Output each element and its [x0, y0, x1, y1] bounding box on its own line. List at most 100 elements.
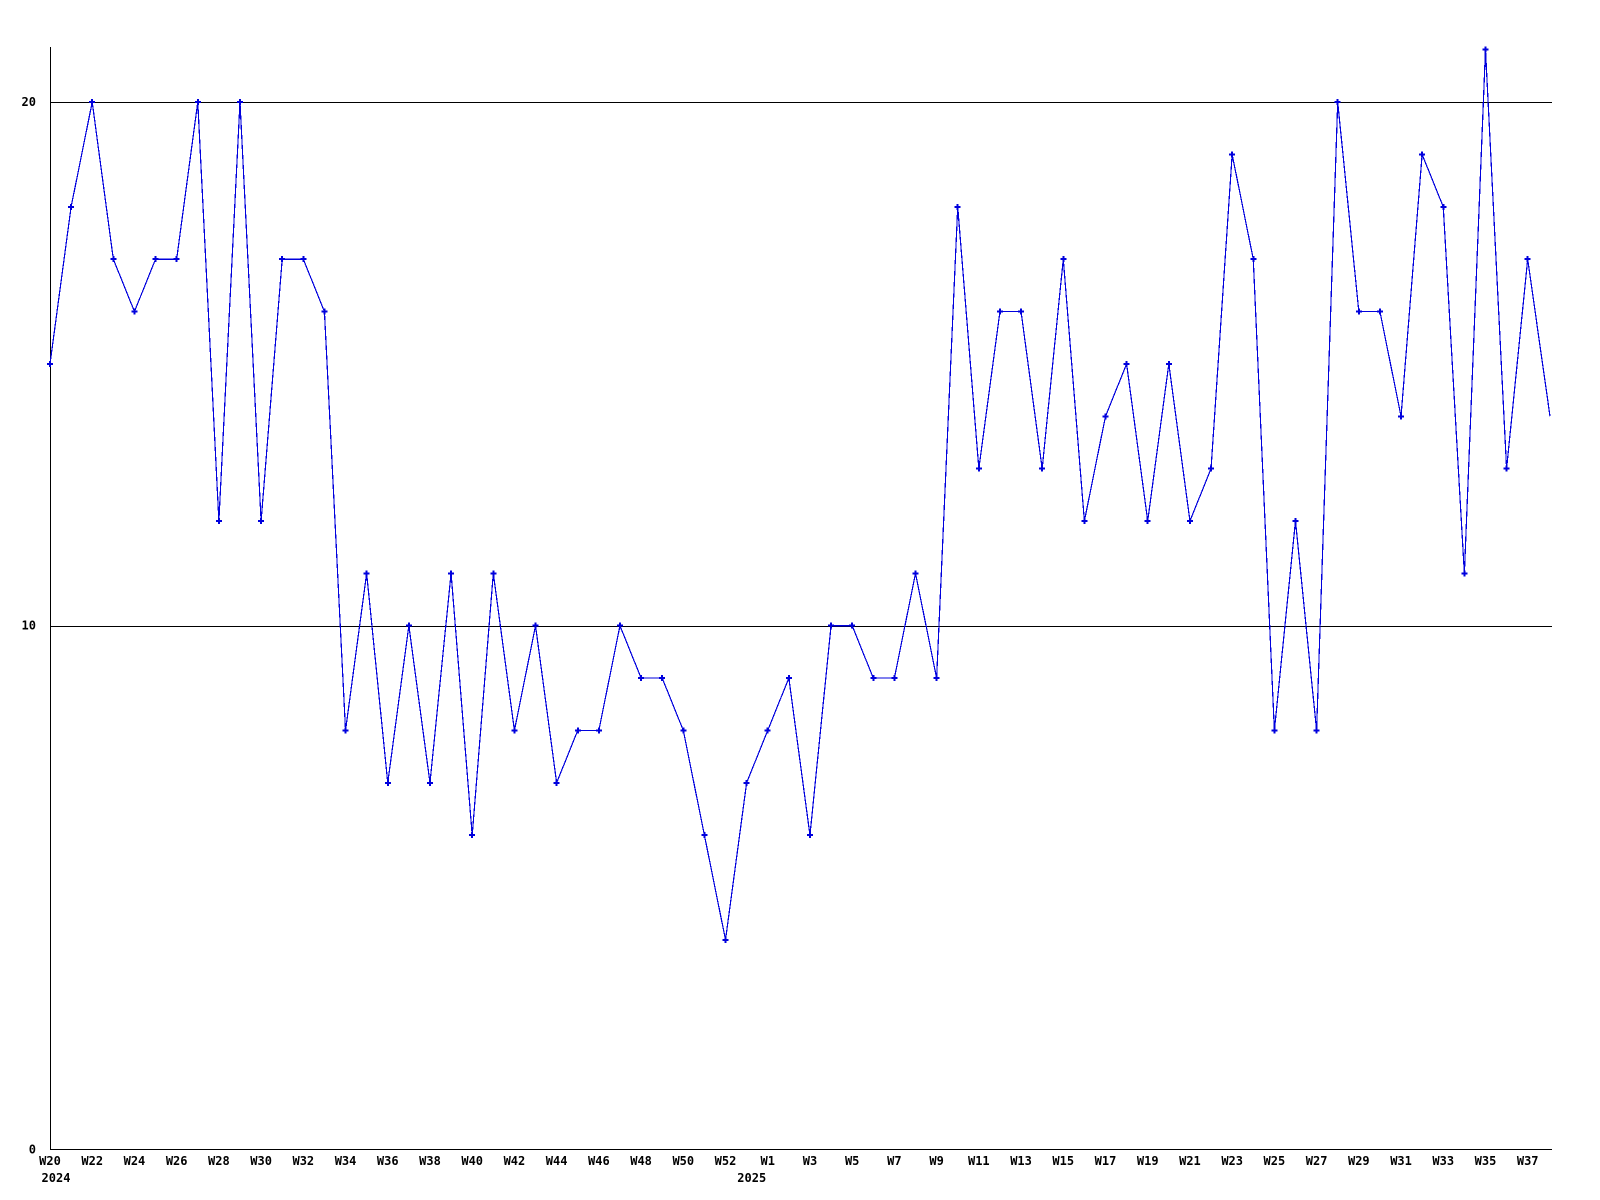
x-tick-label-W44: W44: [546, 1154, 568, 1168]
x-tick-label-W11: W11: [968, 1154, 990, 1168]
marker-2025-W30: [1376, 308, 1383, 315]
marker-2024-W29: [236, 99, 243, 106]
marker-2024-W53: [743, 779, 750, 786]
marker-2025-W33: [1440, 203, 1447, 210]
marker-2024-W24: [131, 308, 138, 315]
marker-2025-W15: [1060, 256, 1067, 263]
x-tick-label-W46: W46: [588, 1154, 610, 1168]
marker-2024-W38: [426, 779, 433, 786]
marker-2025-W27: [1313, 727, 1320, 734]
data-line: [49, 49, 1551, 940]
marker-2025-W16: [1081, 517, 1088, 524]
marker-2024-W49: [659, 675, 666, 682]
marker-2025-W20: [1165, 360, 1172, 367]
x-tick-label-W29: W29: [1348, 1154, 1370, 1168]
marker-2024-W22: [89, 99, 96, 106]
y-axis-labels: 0 10 20: [22, 95, 36, 1156]
marker-2025-W31: [1398, 413, 1405, 420]
marker-2025-W7: [891, 675, 898, 682]
x-tick-label-W33: W33: [1432, 1154, 1454, 1168]
marker-2025-W4: [828, 622, 835, 629]
marker-2024-W34: [342, 727, 349, 734]
marker-2024-W21: [68, 203, 75, 210]
marker-2025-W26: [1292, 517, 1299, 524]
marker-2024-W33: [321, 308, 328, 315]
data-point-markers: [47, 46, 1531, 943]
marker-2025-W35: [1482, 46, 1489, 53]
x-tick-label-W25: W25: [1264, 1154, 1286, 1168]
marker-2024-W51: [701, 832, 708, 839]
marker-2025-W21: [1186, 517, 1193, 524]
x-tick-label-W26: W26: [166, 1154, 188, 1168]
x-tick-label-W35: W35: [1475, 1154, 1497, 1168]
x-tick-label-W22: W22: [81, 1154, 103, 1168]
x-tick-label-W52: W52: [715, 1154, 737, 1168]
marker-2024-W25: [152, 256, 159, 263]
marker-2025-W6: [870, 675, 877, 682]
marker-2024-W43: [532, 622, 539, 629]
marker-2024-W20: [47, 360, 53, 367]
marker-2024-W46: [595, 727, 602, 734]
x-tick-label-W32: W32: [292, 1154, 314, 1168]
x-tick-label-W31: W31: [1390, 1154, 1412, 1168]
marker-2025-W19: [1144, 517, 1151, 524]
marker-2024-W27: [194, 99, 201, 106]
year-label-2024: 2024: [42, 1171, 71, 1185]
marker-2024-W31: [279, 256, 286, 263]
marker-2025-W24: [1250, 256, 1257, 263]
marker-2024-W45: [574, 727, 581, 734]
marker-2025-W36: [1503, 465, 1510, 472]
marker-2025-W11: [975, 465, 982, 472]
marker-2024-W35: [363, 570, 370, 577]
x-tick-label-W40: W40: [461, 1154, 483, 1168]
marker-2024-W28: [215, 517, 222, 524]
x-tick-label-W21: W21: [1179, 1154, 1201, 1168]
marker-2025-W2: [785, 675, 792, 682]
x-tick-label-W1: W1: [761, 1154, 775, 1168]
marker-2025-W9: [933, 675, 940, 682]
marker-2024-W26: [173, 256, 180, 263]
marker-2024-W36: [384, 779, 391, 786]
marker-2024-W41: [490, 570, 497, 577]
marker-2024-W44: [553, 779, 560, 786]
marker-2025-W1: [764, 727, 771, 734]
x-tick-label-W5: W5: [845, 1154, 859, 1168]
marker-2024-W52: [722, 936, 729, 943]
marker-2025-W37: [1524, 256, 1531, 263]
axes-and-gridlines: [50, 47, 1552, 1150]
x-tick-label-W9: W9: [929, 1154, 943, 1168]
x-tick-label-W23: W23: [1221, 1154, 1243, 1168]
y-tick-label-0: 0: [29, 1142, 36, 1156]
marker-2024-W42: [511, 727, 518, 734]
marker-2025-W25: [1271, 727, 1278, 734]
y-tick-label-10: 10: [22, 619, 36, 633]
marker-2024-W40: [469, 832, 476, 839]
x-tick-label-W7: W7: [887, 1154, 901, 1168]
marker-2025-W17: [1102, 413, 1109, 420]
marker-2025-W22: [1208, 465, 1215, 472]
marker-2024-W50: [680, 727, 687, 734]
x-tick-label-W13: W13: [1010, 1154, 1032, 1168]
marker-2024-W48: [638, 675, 645, 682]
marker-2025-W8: [912, 570, 919, 577]
marker-2025-W23: [1229, 151, 1236, 158]
marker-2024-W37: [405, 622, 412, 629]
x-axis-labels: W20 W22 W24 W26 W28 W30 W32 W34 W36 W38 W40 W42 W44 W…: [39, 1154, 1538, 1185]
marker-2025-W28: [1334, 99, 1341, 106]
x-tick-label-W17: W17: [1095, 1154, 1117, 1168]
x-tick-label-W48: W48: [630, 1154, 652, 1168]
marker-2025-W12: [996, 308, 1003, 315]
marker-2024-W32: [300, 256, 307, 263]
marker-2025-W18: [1123, 360, 1130, 367]
marker-2025-W14: [1039, 465, 1046, 472]
x-tick-label-W15: W15: [1052, 1154, 1074, 1168]
x-tick-label-W38: W38: [419, 1154, 441, 1168]
x-tick-label-W37: W37: [1517, 1154, 1539, 1168]
marker-2025-W10: [954, 203, 961, 210]
marker-2024-W39: [448, 570, 455, 577]
marker-2025-W29: [1355, 308, 1362, 315]
x-tick-label-W50: W50: [672, 1154, 694, 1168]
x-tick-label-W36: W36: [377, 1154, 399, 1168]
